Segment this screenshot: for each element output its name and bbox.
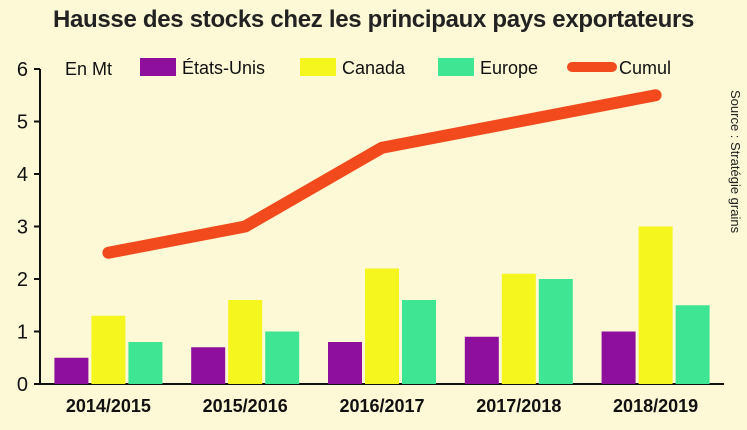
x-tick-label: 2014/2015	[66, 396, 151, 416]
bar-2-2	[402, 300, 436, 384]
cumul-line	[102, 89, 662, 259]
y-tick-label: 6	[17, 59, 28, 81]
bar-1-1	[228, 300, 263, 384]
x-tick-label: 2017/2018	[476, 396, 561, 416]
bar-0-0	[54, 357, 89, 384]
legend-label-1: Canada	[342, 58, 406, 78]
y-tick-label: 0	[17, 374, 28, 396]
bar-1-4	[638, 226, 673, 384]
legend-swatch-1	[300, 58, 336, 76]
legend-swatch-2	[438, 58, 474, 76]
cumul-point-4	[654, 94, 657, 97]
y-tick-label: 3	[17, 217, 28, 239]
x-tick-label: 2015/2016	[203, 396, 288, 416]
bar-0-1	[191, 347, 226, 384]
y-tick-label: 4	[17, 164, 28, 186]
bar-0-4	[601, 331, 636, 384]
unit-label: En Mt	[65, 59, 112, 79]
legend-label-cumul: Cumul	[619, 58, 671, 78]
bar-2-3	[538, 279, 573, 384]
y-tick-label: 5	[17, 112, 28, 134]
y-tick-label: 1	[17, 322, 28, 344]
chart-title: Hausse des stocks chez les principaux pa…	[52, 6, 695, 33]
bar-0-3	[464, 336, 499, 384]
x-tick-label: 2018/2019	[613, 396, 698, 416]
cumul-point-3	[517, 120, 520, 123]
legend-label-2: Europe	[480, 58, 538, 78]
bar-2-1	[265, 331, 300, 384]
legend-swatch-0	[140, 58, 176, 76]
y-tick-label: 2	[17, 269, 28, 291]
bar-1-0	[91, 315, 126, 384]
bar-1-2	[365, 268, 399, 384]
bar-2-0	[128, 342, 163, 384]
bar-1-3	[501, 273, 536, 384]
cumul-point-0	[107, 251, 110, 254]
bar-0-2	[328, 342, 362, 384]
legend-label-0: États-Unis	[182, 58, 265, 78]
bar-2-4	[675, 305, 710, 384]
x-tick-label: 2016/2017	[339, 396, 424, 416]
cumul-point-2	[381, 146, 383, 149]
cumul-point-1	[244, 225, 247, 228]
source-note: Source : Stratégie grains	[728, 90, 743, 234]
